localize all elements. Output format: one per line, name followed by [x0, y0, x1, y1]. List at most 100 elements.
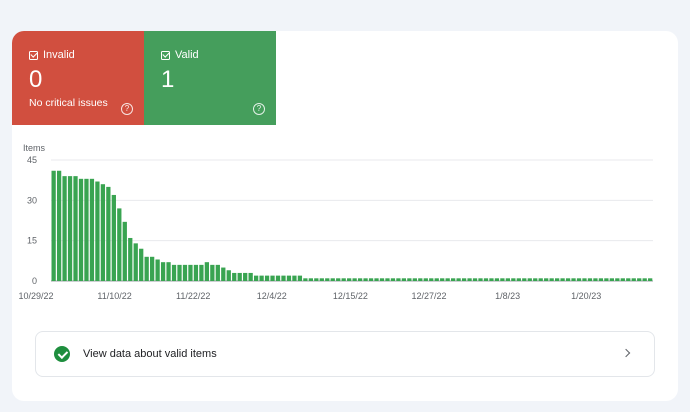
items-bar-chart: Items 45 30 15 0 10/29/22 11/10/22 11/22/22 12/4… — [18, 143, 653, 301]
invalid-label: Invalid — [43, 49, 75, 61]
chart-bar — [461, 278, 467, 281]
invalid-checkbox-icon[interactable] — [29, 50, 38, 60]
chart-bar — [626, 278, 631, 281]
chart-bar — [374, 278, 379, 281]
invalid-count: 0 — [29, 66, 43, 93]
chart-bar — [248, 272, 253, 281]
chart-bar — [549, 278, 554, 281]
chart-bar — [100, 184, 106, 281]
chart-bar — [62, 176, 67, 281]
chart-bar — [571, 278, 576, 281]
x-tick-label: 1/20/23 — [571, 291, 601, 301]
chart-bar — [204, 262, 210, 281]
chart-bar — [538, 278, 543, 281]
chart-bar — [193, 264, 199, 281]
x-tick-label: 11/10/22 — [97, 291, 131, 301]
chart-bar — [78, 178, 84, 281]
chart-bar — [264, 275, 270, 281]
chart-bar — [429, 278, 434, 281]
chart-bar — [456, 278, 461, 281]
y-tick-label: 45 — [27, 155, 37, 165]
chart-bar — [133, 243, 138, 281]
chart-bar — [73, 176, 78, 281]
chart-bar — [582, 278, 587, 281]
chart-bar — [407, 278, 412, 281]
chart-bar — [177, 264, 182, 281]
chart-bar — [533, 278, 538, 281]
chart-bar — [210, 264, 215, 281]
chart-bar — [155, 259, 160, 281]
y-axis-title: Items — [23, 143, 46, 153]
chart-bar — [598, 278, 604, 281]
chart-bar — [423, 278, 428, 281]
chart-bar — [95, 181, 100, 281]
x-tick-label: 1/8/23 — [495, 291, 520, 301]
chart-bar — [648, 278, 653, 281]
invalid-tile[interactable]: Invalid 0 No critical issues ? — [12, 31, 144, 125]
x-tick-label: 12/15/22 — [333, 291, 368, 301]
invalid-help-icon[interactable]: ? — [121, 103, 133, 115]
chart-bar — [554, 278, 560, 281]
chart-bar — [188, 264, 193, 281]
invalid-subtitle: No critical issues — [29, 97, 108, 109]
chart-bar — [483, 278, 489, 281]
chart-bar — [232, 272, 237, 281]
chart-bar — [478, 278, 483, 281]
valid-items-card: Invalid 0 No critical issues ? Valid 1 ?… — [12, 31, 678, 401]
chart-bar — [522, 278, 527, 281]
chart-bar — [84, 178, 89, 281]
chart-bar — [631, 278, 636, 281]
chart-bar — [642, 278, 647, 281]
valid-checkbox-icon[interactable] — [161, 50, 170, 60]
chart-bar — [237, 272, 242, 281]
chart-bar — [336, 278, 341, 281]
chart-bar — [117, 208, 122, 281]
x-tick-label: 10/29/22 — [18, 291, 53, 301]
x-tick-label: 12/4/22 — [257, 291, 287, 301]
chart-bar — [160, 262, 166, 281]
chart-bar — [199, 264, 204, 281]
chart-bar — [259, 275, 264, 281]
chart-bar — [434, 278, 439, 281]
chart-bar — [56, 170, 62, 281]
valid-count: 1 — [161, 66, 175, 93]
check-circle-icon — [54, 346, 70, 362]
chart-bar — [620, 278, 625, 281]
chart-bar — [565, 278, 571, 281]
chart-bar — [368, 278, 374, 281]
chart-bar — [560, 278, 565, 281]
chart-bar — [139, 248, 144, 281]
chart-bar — [171, 264, 177, 281]
chart-bar — [489, 278, 494, 281]
chart-bar — [89, 178, 95, 281]
chart-bar — [270, 275, 275, 281]
chart-bar — [297, 275, 303, 281]
chart-bar — [418, 278, 423, 281]
x-tick-label: 11/22/22 — [176, 291, 210, 301]
chart-bar — [308, 278, 313, 281]
chart-bar — [215, 264, 220, 281]
chart-bar — [396, 278, 401, 281]
chart-bar — [516, 278, 521, 281]
chart-bar — [445, 278, 450, 281]
chart-bar — [604, 278, 609, 281]
valid-help-icon[interactable]: ? — [253, 103, 265, 115]
chart-bar — [440, 278, 445, 281]
chart-bar — [325, 278, 330, 281]
chart-bar — [314, 278, 319, 281]
chart-bar — [253, 275, 259, 281]
chart-bar — [385, 278, 390, 281]
chart-bar — [226, 270, 231, 281]
valid-tile[interactable]: Valid 1 ? — [144, 31, 276, 125]
chart-bar — [166, 262, 171, 281]
view-valid-items-label: View data about valid items — [83, 348, 217, 360]
chart-bar — [500, 278, 505, 281]
chart-bar — [67, 176, 73, 281]
chart-bar — [451, 278, 456, 281]
chart-bar — [576, 278, 582, 281]
chart-bar — [511, 278, 516, 281]
view-valid-items-row[interactable]: View data about valid items — [35, 331, 655, 377]
chart-bar — [527, 278, 532, 281]
chart-bar — [286, 275, 292, 281]
chart-bar — [347, 278, 352, 281]
